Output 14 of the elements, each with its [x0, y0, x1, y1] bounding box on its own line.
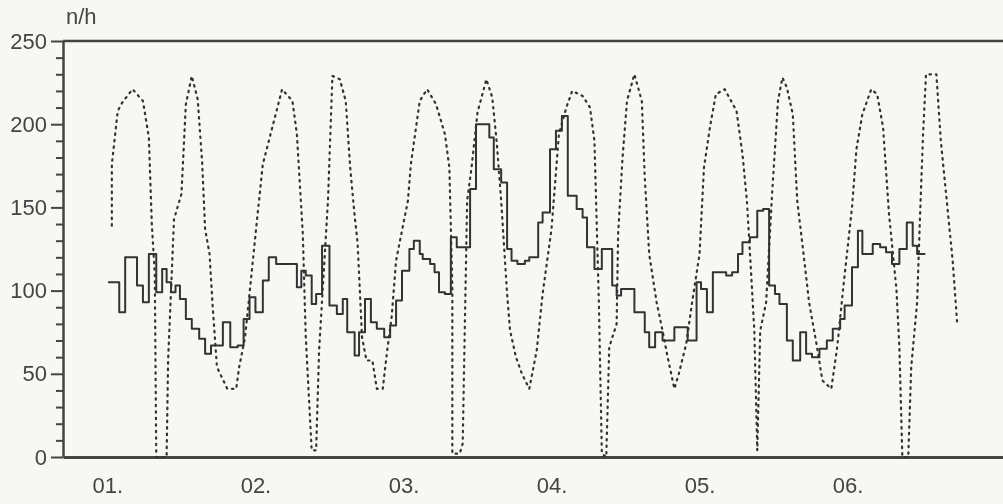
x-tick-label: 03.	[388, 472, 420, 498]
y-tick-label: 50	[22, 361, 47, 387]
line-series	[110, 73, 959, 459]
y-tick-label: 150	[10, 194, 47, 220]
x-tick-label: 04.	[536, 472, 568, 498]
y-tick-label: 250	[10, 28, 47, 54]
y-tick-label: 0	[34, 444, 47, 470]
y-tick-label: 100	[10, 278, 47, 304]
x-tick-label: 01.	[92, 472, 124, 498]
x-tick-label: 02.	[240, 472, 272, 498]
x-tick-label: 05.	[684, 472, 716, 498]
x-tick-label: 06.	[832, 472, 864, 498]
y-tick-label: 200	[10, 111, 47, 137]
y-axis-title: n/h	[66, 4, 97, 29]
